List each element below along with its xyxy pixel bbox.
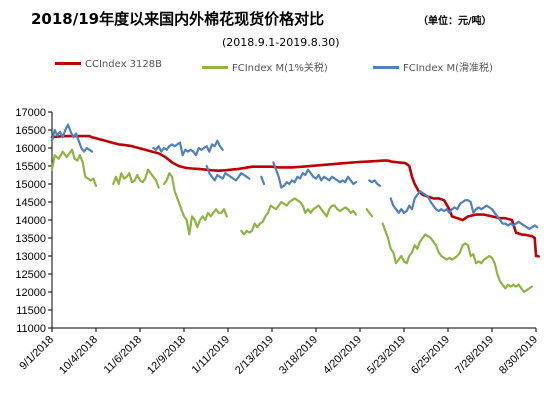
legend-swatch-ccindex [55, 61, 81, 65]
legend-swatch-fcindex-1pct [202, 65, 228, 69]
chart-unit-note: （单位：元/吨） [418, 16, 492, 27]
y-tick-label: 17000 [15, 107, 46, 119]
legend-label-ccindex: CCIndex 3128B [85, 59, 162, 70]
y-tick-label: 16000 [15, 143, 46, 155]
series-line-1 [50, 148, 98, 187]
x-tick-label: 2/13/2019 [233, 334, 276, 377]
chart-subtitle: (2018.9.1-2019.8.30) [222, 36, 340, 49]
series-line-1 [112, 168, 160, 189]
y-tick-label: 13500 [15, 233, 46, 245]
x-tick-label: 4/20/2019 [321, 334, 364, 377]
y-tick-label: 14000 [15, 215, 46, 227]
series-line-2 [205, 164, 251, 182]
legend-label-fcindex-sliding: FCIndex M(滑准税) [403, 63, 493, 74]
legend-swatch-fcindex-sliding [373, 65, 399, 69]
x-tick-label: 9/1/2018 [17, 334, 56, 373]
series-line-2 [50, 123, 94, 153]
legend-item-ccindex: CCIndex 3128B [55, 59, 162, 70]
series-line-2 [368, 179, 382, 187]
legend-label-fcindex-1pct: FCIndex M(1%关税) [232, 63, 328, 74]
chart-title: 2018/19年度以来国内外棉花现货价格对比 [31, 10, 325, 28]
y-tick-label: 12000 [15, 287, 46, 299]
y-tick-label: 12500 [15, 269, 46, 281]
series-line-1 [381, 222, 534, 294]
y-tick-label: 14500 [15, 197, 46, 209]
series-line-1 [162, 172, 228, 236]
x-tick-label: 1/11/2019 [190, 334, 233, 377]
series-line-1 [240, 197, 358, 236]
x-tick-label: 7/28/2019 [453, 334, 496, 377]
series-line-1 [365, 208, 374, 218]
x-tick-label: 11/6/2018 [102, 334, 145, 377]
y-tick-label: 11500 [16, 305, 46, 317]
y-tick-label: 11000 [16, 323, 46, 335]
x-tick-label: 8/30/2019 [497, 334, 540, 377]
series-line-2 [152, 139, 224, 157]
x-tick-label: 5/23/2019 [365, 334, 408, 377]
x-tick-label: 6/25/2019 [409, 334, 452, 377]
y-tick-label: 15000 [15, 179, 46, 191]
series-line-0 [50, 134, 540, 258]
x-tick-label: 12/9/2018 [145, 334, 188, 377]
series-line-2 [389, 190, 539, 231]
legend-item-fcindex-1pct: FCIndex M(1%关税) [202, 59, 328, 74]
series-line-2 [272, 161, 358, 189]
legend-item-fcindex-sliding: FCIndex M(滑准税) [373, 59, 493, 74]
x-tick-label: 10/4/2018 [57, 334, 100, 377]
series-line-2 [260, 175, 266, 186]
y-tick-label: 13000 [15, 251, 46, 263]
x-tick-label: 3/18/2019 [277, 334, 320, 377]
y-tick-label: 16500 [15, 125, 46, 137]
y-tick-label: 15500 [15, 161, 46, 173]
